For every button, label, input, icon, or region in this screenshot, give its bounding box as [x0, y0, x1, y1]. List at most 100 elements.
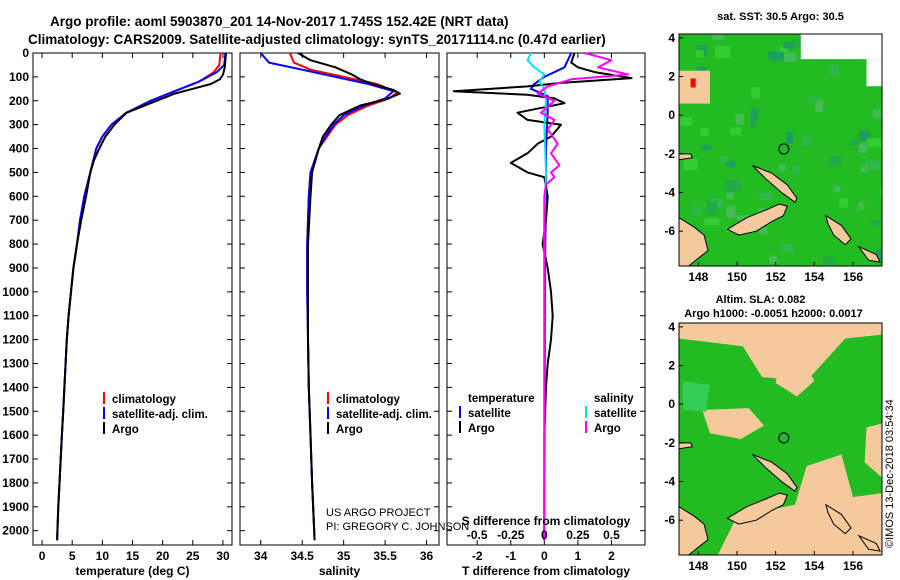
x-axis-label: temperature (deg C)	[75, 564, 189, 578]
profile-location-marker	[778, 432, 790, 444]
sla-high-patch	[702, 408, 765, 439]
sst-cell	[725, 179, 741, 193]
coastline	[726, 203, 788, 236]
sst-cell	[691, 206, 702, 216]
legend-label-sal-argo: Argo	[594, 423, 621, 435]
legend-label-argo: Argo	[336, 424, 363, 436]
hot-cell	[690, 78, 696, 88]
y-tick-label: 1200	[2, 333, 29, 347]
map-title: Altim. SLA: 0.082	[716, 294, 806, 306]
sst-cell	[680, 117, 693, 126]
series-line-argo	[297, 52, 401, 541]
imos-stamp: ©IMOS 13-Dec-2018 03:54:34	[884, 399, 896, 548]
sst-cell	[815, 99, 824, 113]
coastline	[679, 442, 694, 450]
y-tick-label: 0	[668, 397, 675, 411]
sst-cell	[800, 135, 811, 146]
y-tick-label: 1500	[2, 404, 29, 418]
sst-cell	[866, 138, 882, 147]
y-tick-label: 1700	[2, 452, 29, 466]
sst-cell	[695, 49, 704, 58]
sst-cell	[786, 131, 794, 144]
sst-cell	[780, 244, 794, 253]
sst-cell	[751, 87, 761, 99]
sst-cell	[750, 108, 759, 121]
y-tick-label: -4	[664, 186, 675, 200]
sst-cell	[758, 193, 773, 201]
coastline	[825, 503, 852, 535]
coastline	[679, 217, 709, 266]
sst-cell	[781, 52, 797, 62]
y-tick-label: 2	[668, 359, 675, 373]
y-tick-label: -6	[664, 513, 675, 527]
sst-cell	[791, 165, 800, 174]
sst-cell	[735, 114, 744, 125]
sst-cell	[829, 156, 842, 167]
sst-cell	[871, 220, 882, 226]
difference-panel: -2 -1 0 1 2T difference from climatology -0.5…	[446, 52, 646, 578]
sst-cell	[880, 186, 882, 198]
credit-project: US ARGO PROJECT	[326, 507, 431, 519]
legend-label-climatology: climatology	[112, 394, 177, 406]
y-tick-label: 200	[9, 94, 29, 108]
sst-cell	[750, 115, 758, 128]
sst-cell	[791, 39, 801, 48]
x-tick-label: -1	[505, 549, 516, 563]
sla-ocean-patch	[682, 381, 710, 412]
y-tick-label: -6	[664, 224, 675, 238]
map-title: sat. SST: 30.5 Argo: 30.5	[717, 11, 844, 23]
y-tick-label: 1300	[2, 356, 29, 370]
x-tick-label: 152	[766, 270, 786, 284]
legend-heading-salinity: salinity	[594, 393, 634, 405]
legend-label-argo: Argo	[112, 424, 139, 436]
x-tick-label: 148	[688, 270, 708, 284]
legend-label-sal-satellite: satellite	[594, 408, 637, 420]
sst-cell	[839, 198, 849, 208]
y-tick-label: 300	[9, 118, 29, 132]
sla-high-patch	[775, 359, 815, 397]
x-tick-label: 0	[541, 549, 548, 563]
y-tick-label: 0	[668, 108, 675, 122]
s-tick-label: 0.5	[603, 528, 620, 542]
x-tick-label: 150	[727, 270, 747, 284]
x-axis-label: salinity	[319, 564, 361, 578]
series-line-salinity-argo	[536, 52, 630, 541]
y-tick-label: 1400	[2, 380, 29, 394]
title-line-1: Argo profile: aoml 5903870_201 14-Nov-20…	[50, 14, 508, 29]
sst-cell	[701, 144, 712, 150]
sst-cell	[858, 143, 867, 154]
y-tick-label: 4	[668, 31, 675, 45]
sst-cell	[714, 45, 731, 59]
map-field	[679, 323, 882, 555]
sst-cell	[858, 201, 865, 210]
sst-cell	[829, 64, 839, 76]
sst-cell	[872, 109, 882, 119]
x-tick-label: 152	[766, 559, 786, 573]
sst-cell	[719, 156, 729, 162]
salinity-panel: 34 34.5 35 35.5 36 salinity	[239, 52, 440, 578]
no-data-patch	[866, 59, 882, 87]
y-tick-label: 900	[9, 261, 29, 275]
legend-label-temp-argo: Argo	[468, 423, 495, 435]
sst-cell	[808, 96, 819, 102]
x-axis-label: T difference from climatology	[462, 564, 630, 578]
coastline	[752, 454, 798, 492]
x-tick-label: -2	[472, 549, 483, 563]
y-tick-label: 1800	[2, 476, 29, 490]
sst-cell	[849, 138, 860, 146]
credit-pi: PI: GREGORY C. JOHNSON	[326, 521, 469, 533]
y-tick-label: 2000	[2, 524, 29, 538]
map-frame	[678, 322, 883, 556]
legend-label-temp-satellite: satellite	[468, 408, 511, 420]
temperature-panel: 0 5 10 15 20 25 300100200300400500600700800900…	[2, 46, 233, 578]
x-tick-label: 2	[608, 549, 615, 563]
y-tick-label: 400	[9, 142, 29, 156]
sst-cell	[729, 127, 741, 135]
series-line-argo	[56, 52, 227, 541]
s-tick-label: 0	[541, 528, 548, 542]
title-line-2: Climatology: CARS2009. Satellite-adjuste…	[28, 32, 606, 47]
sst-cell	[706, 201, 719, 215]
sst-cell	[769, 255, 778, 265]
profile-location-marker	[778, 143, 790, 155]
